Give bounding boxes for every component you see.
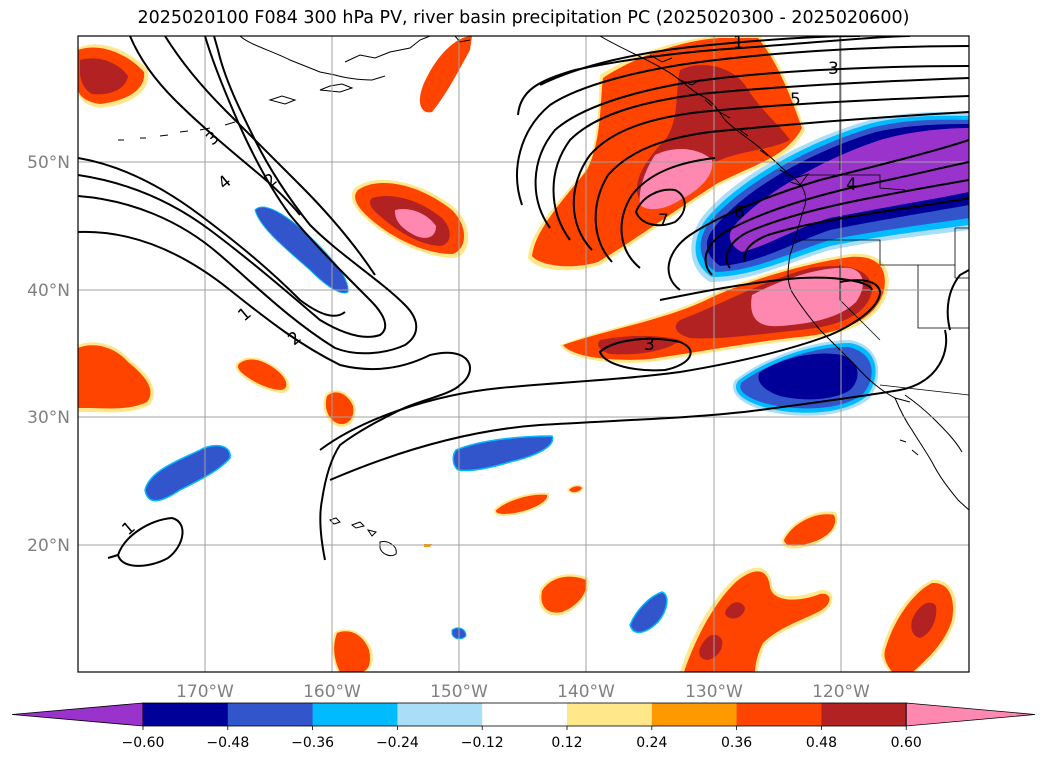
colorbar-swatch: [651, 703, 738, 726]
longitude-labels: 170°W 160°W 150°W 140°W 130°W 120°W: [176, 682, 870, 702]
contour-label: 1: [733, 33, 744, 53]
contour-label: 3: [828, 59, 839, 79]
precip-positive-area: [78, 342, 154, 413]
colorbar-outline: [142, 702, 907, 727]
colorbar-tick-label: −0.24: [376, 735, 419, 751]
colorbar-tick-label: −0.48: [206, 735, 249, 751]
colorbar-swatch: [397, 703, 483, 726]
colorbar: −0.60 −0.48 −0.36 −0.24 −0.12 0.12 0.24 0.36 0.4…: [11, 702, 1036, 751]
lon-label: 130°W: [685, 682, 743, 702]
contour-label: 3: [202, 128, 223, 150]
precip-positive-area: [78, 44, 149, 108]
colorbar-tick-label: 0.36: [721, 735, 752, 751]
contour-label: 6: [734, 203, 745, 223]
lon-label: 120°W: [812, 682, 870, 702]
colorbar-swatch: [312, 703, 398, 726]
precip-positive-area: [235, 357, 838, 672]
map-frame: [77, 35, 970, 673]
colorbar-swatch: [821, 703, 907, 726]
contour-label: 4: [214, 172, 235, 194]
contour-label: 3: [644, 335, 655, 355]
contour-label: 1: [118, 518, 139, 540]
lat-label: 40°N: [27, 281, 70, 301]
precip-negative-area: [254, 206, 349, 294]
contour-label: 4: [846, 175, 857, 195]
precip-positive-area: [351, 179, 469, 258]
latitude-labels: 50°N 40°N 30°N 20°N: [27, 153, 70, 556]
precip-positive-area: [560, 253, 889, 363]
contour-label: 7: [658, 211, 669, 231]
lon-label: 150°W: [430, 682, 488, 702]
colorbar-swatch: [482, 703, 568, 726]
colorbar-tick-label: 0.48: [806, 735, 837, 751]
precip-negative-area: [144, 435, 668, 640]
lon-label: 140°W: [557, 682, 615, 702]
colorbar-tick-label: 0.60: [891, 735, 922, 751]
lon-label: 160°W: [303, 682, 361, 702]
lat-label: 50°N: [27, 153, 70, 173]
lat-label: 20°N: [27, 536, 70, 556]
colorbar-swatch: [736, 703, 822, 726]
colorbar-swatch: [143, 703, 229, 726]
contour-label: 5: [790, 90, 801, 110]
contour-label: 2: [284, 328, 305, 350]
lat-label: 30°N: [27, 408, 70, 428]
colorbar-tick-label: 0.24: [636, 735, 667, 751]
colorbar-tick-label: 0.12: [551, 735, 582, 751]
pv-contours: [78, 36, 969, 567]
lon-label: 170°W: [176, 682, 234, 702]
colorbar-tick-label: −0.60: [122, 735, 165, 751]
colorbar-swatch: [227, 703, 314, 726]
colorbar-tick-label: −0.36: [291, 735, 334, 751]
colorbar-extend-min: [11, 702, 144, 727]
map-title: 2025020100 F084 300 hPa PV, river basin …: [137, 8, 910, 28]
colorbar-tick-label: −0.12: [461, 735, 504, 751]
colorbar-extend-max: [905, 702, 1036, 727]
precip-positive-area: [419, 36, 472, 113]
colorbar-swatch: [567, 703, 653, 726]
precip-positive-area: [680, 567, 957, 672]
